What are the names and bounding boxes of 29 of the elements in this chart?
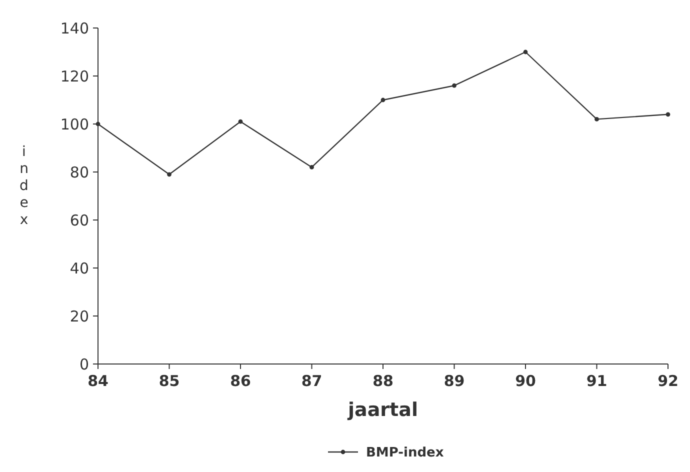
y-tick-label: 20: [70, 307, 89, 326]
y-axis-title: index: [20, 144, 28, 228]
point: [167, 172, 172, 177]
y-tick-label: 40: [70, 259, 89, 278]
point: [238, 119, 243, 124]
point: [523, 50, 528, 54]
legend-label: BMP-index: [366, 446, 444, 461]
y-tick-label: 100: [60, 115, 89, 134]
x-tick-label: 92: [658, 372, 678, 390]
point: [594, 117, 599, 122]
point: [380, 98, 386, 102]
x-axis-title: jaartal: [347, 399, 418, 421]
x-tick-label: 89: [444, 372, 465, 390]
y-tick-label: 80: [70, 163, 89, 182]
point: [452, 83, 456, 88]
x-tick-label: 88: [372, 372, 394, 390]
y-tick-label: 140: [60, 19, 89, 38]
x-tick-label: 91: [586, 372, 608, 390]
x-tick-label: 86: [230, 372, 251, 390]
y-tick-label: 120: [60, 67, 89, 86]
x-tick-label: 87: [301, 372, 322, 390]
point: [666, 112, 670, 117]
x-tick-label: 90: [515, 372, 536, 390]
y-tick-label: 60: [70, 211, 89, 230]
y-tick-label: 0: [79, 355, 89, 374]
point: [96, 122, 100, 126]
x-tick-label: 85: [158, 372, 180, 390]
x-tick-label: 84: [88, 372, 108, 390]
point: [310, 165, 314, 170]
